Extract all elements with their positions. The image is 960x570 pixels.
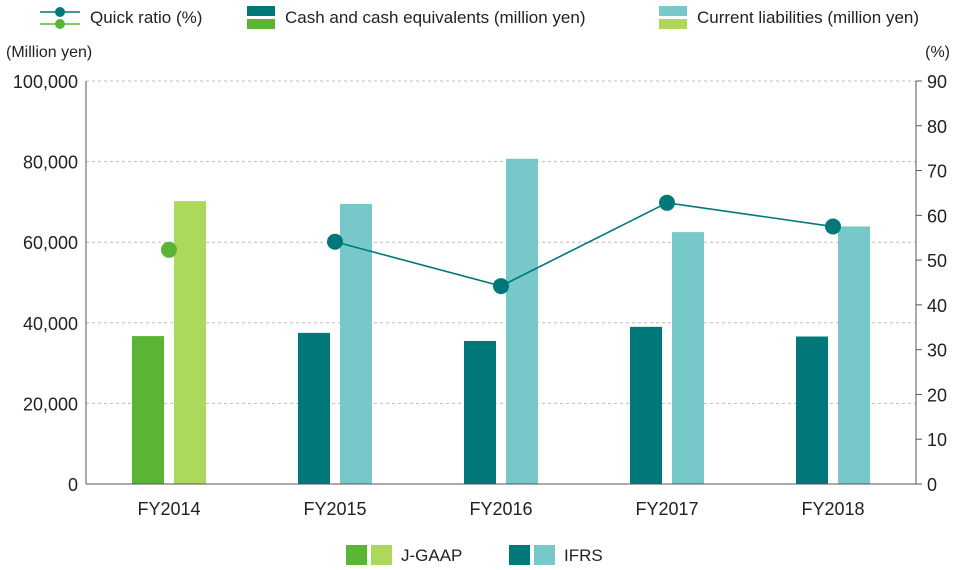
legend-jgaap: J-GAAP bbox=[346, 545, 462, 565]
right-axis-unit-label: (%) bbox=[925, 44, 950, 61]
legend-quick-ratio: Quick ratio (%) bbox=[40, 7, 202, 29]
left-tick-label: 100,000 bbox=[13, 72, 78, 92]
legend-bottom: J-GAAP IFRS bbox=[346, 545, 603, 565]
category-label: FY2017 bbox=[635, 499, 698, 519]
legend-ratio-dot-ifrs bbox=[55, 7, 65, 17]
bar-cash-fy2017 bbox=[630, 326, 662, 484]
legend-top: Quick ratio (%) Cash and cash equivalent… bbox=[40, 6, 919, 29]
axes bbox=[85, 81, 917, 485]
legend-swatch-liab-ifrs bbox=[659, 6, 687, 16]
quick-ratio-line bbox=[161, 194, 841, 295]
legend-liabilities: Current liabilities (million yen) bbox=[659, 6, 919, 29]
legend-swatch-ifrs-liab bbox=[534, 545, 555, 565]
bar-liabilities-fy2014 bbox=[174, 201, 206, 484]
legend-label-jgaap: J-GAAP bbox=[401, 546, 462, 565]
legend-swatch-cash-jgaap bbox=[247, 19, 275, 29]
legend-swatch-ifrs-cash bbox=[509, 545, 530, 565]
bar-liabilities-fy2015 bbox=[340, 203, 372, 485]
legend-swatch-jgaap-cash bbox=[346, 545, 367, 565]
category-label: FY2016 bbox=[469, 499, 532, 519]
bar-cash-fy2018 bbox=[796, 336, 828, 484]
bar-liabilities-fy2017 bbox=[672, 232, 704, 484]
bar-liabilities-fy2018 bbox=[838, 226, 870, 484]
legend-ifrs: IFRS bbox=[509, 545, 603, 565]
right-tick-label: 20 bbox=[927, 385, 947, 405]
right-tick-label: 50 bbox=[927, 251, 947, 271]
legend-swatch-liab-jgaap bbox=[659, 19, 687, 29]
left-tick-label: 60,000 bbox=[23, 233, 78, 253]
left-axis-ticks: 0 20,000 40,000 60,000 80,000 100,000 bbox=[13, 72, 78, 495]
right-axis-ticks: 0 10 20 30 40 50 60 70 80 90 bbox=[916, 72, 947, 495]
bar-liabilities-fy2016 bbox=[506, 158, 538, 485]
quick-ratio-point-fy2014 bbox=[161, 241, 177, 258]
bar-cash-fy2014 bbox=[132, 336, 164, 484]
category-label: FY2018 bbox=[801, 499, 864, 519]
quick-ratio-point-fy2017 bbox=[659, 194, 675, 211]
category-label: FY2014 bbox=[137, 499, 200, 519]
bar-cash-fy2015 bbox=[298, 332, 330, 484]
left-axis-unit-label: (Million yen) bbox=[6, 44, 92, 61]
right-tick-label: 80 bbox=[927, 117, 947, 137]
bar-cash-fy2016 bbox=[464, 340, 496, 484]
left-tick-label: 80,000 bbox=[23, 153, 78, 173]
category-label: FY2015 bbox=[303, 499, 366, 519]
right-tick-label: 40 bbox=[927, 296, 947, 316]
legend-label-ifrs: IFRS bbox=[564, 546, 603, 565]
legend-swatch-jgaap-liab bbox=[371, 545, 392, 565]
bar-series bbox=[132, 158, 870, 485]
right-tick-label: 70 bbox=[927, 162, 947, 182]
right-tick-label: 0 bbox=[927, 475, 937, 495]
right-tick-label: 10 bbox=[927, 430, 947, 450]
quick-ratio-point-fy2015 bbox=[327, 233, 343, 250]
left-tick-label: 40,000 bbox=[23, 314, 78, 334]
legend-label-cash: Cash and cash equivalents (million yen) bbox=[285, 8, 586, 27]
left-tick-label: 0 bbox=[68, 475, 78, 495]
legend-cash: Cash and cash equivalents (million yen) bbox=[247, 6, 586, 29]
right-tick-label: 60 bbox=[927, 206, 947, 226]
quick-ratio-point-fy2018 bbox=[825, 218, 841, 235]
legend-swatch-cash-ifrs bbox=[247, 6, 275, 16]
quick-ratio-line-ifrs bbox=[334, 201, 834, 287]
legend-ratio-dot-jgaap bbox=[55, 19, 65, 29]
legend-label-liabilities: Current liabilities (million yen) bbox=[697, 8, 919, 27]
right-tick-label: 30 bbox=[927, 341, 947, 361]
legend-label-quick-ratio: Quick ratio (%) bbox=[90, 8, 202, 27]
gridlines bbox=[86, 80, 916, 404]
right-tick-label: 90 bbox=[927, 72, 947, 92]
category-labels: FY2014 FY2015 FY2016 FY2017 FY2018 bbox=[137, 499, 864, 519]
quick-ratio-point-fy2016 bbox=[493, 278, 509, 295]
left-tick-label: 20,000 bbox=[23, 394, 78, 414]
